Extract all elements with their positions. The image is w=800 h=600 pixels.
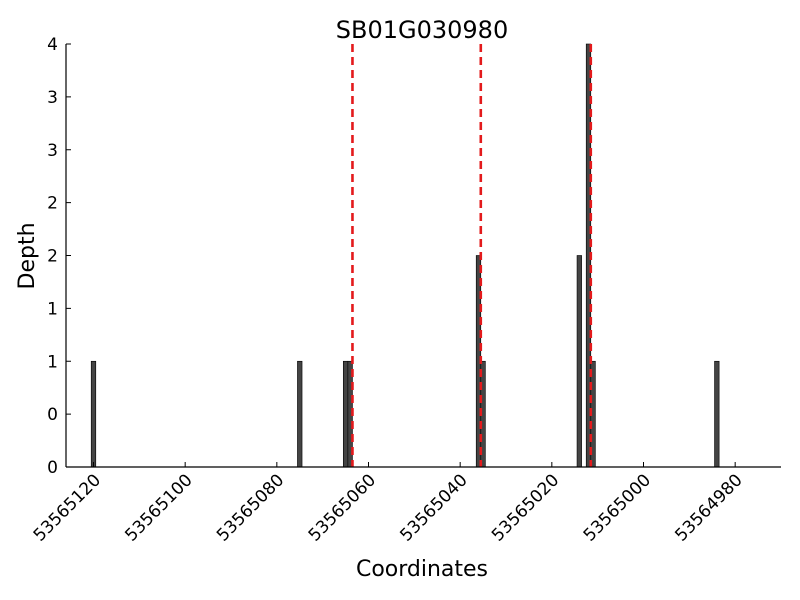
y-tick-label-1: 0 xyxy=(47,405,58,425)
y-tick-label-3: 1 xyxy=(47,299,58,319)
y-tick-label-0: 0 xyxy=(47,458,58,478)
y-tick-label-6: 3 xyxy=(47,141,58,161)
y-axis-ticks: 0 0 1 1 2 2 3 3 4 xyxy=(47,35,71,478)
bar-9 xyxy=(714,360,720,468)
x-tick-label-1: 53565100 xyxy=(121,470,196,545)
bar-1 xyxy=(297,360,303,468)
x-tick-label-4: 53565040 xyxy=(396,470,471,545)
x-tick-label-5: 53565020 xyxy=(488,470,563,545)
x-axis-ticks: 53565120 53565100 53565080 53565060 53565040… xyxy=(30,462,747,546)
y-tick-label-2: 1 xyxy=(47,352,58,372)
y-tick-label-5: 2 xyxy=(47,194,58,214)
x-tick-label-2: 53565080 xyxy=(213,470,288,545)
x-tick-label-6: 53565000 xyxy=(580,470,655,545)
x-axis-label: Coordinates xyxy=(356,557,488,582)
y-axis-label: Depth xyxy=(15,222,40,289)
reference-lines-group xyxy=(351,44,593,467)
y-tick-label-8: 4 xyxy=(47,35,58,55)
x-tick-label-3: 53565060 xyxy=(305,470,380,545)
bar-6 xyxy=(576,255,582,468)
bar-0 xyxy=(90,360,97,468)
bars-group xyxy=(90,43,720,468)
x-tick-label-7: 53564980 xyxy=(671,470,746,545)
bar-2 xyxy=(342,360,349,468)
x-tick-label-0: 53565120 xyxy=(30,470,105,545)
y-tick-label-7: 3 xyxy=(47,88,58,108)
chart-title: SB01G030980 xyxy=(336,16,508,44)
y-tick-label-4: 2 xyxy=(47,247,58,267)
